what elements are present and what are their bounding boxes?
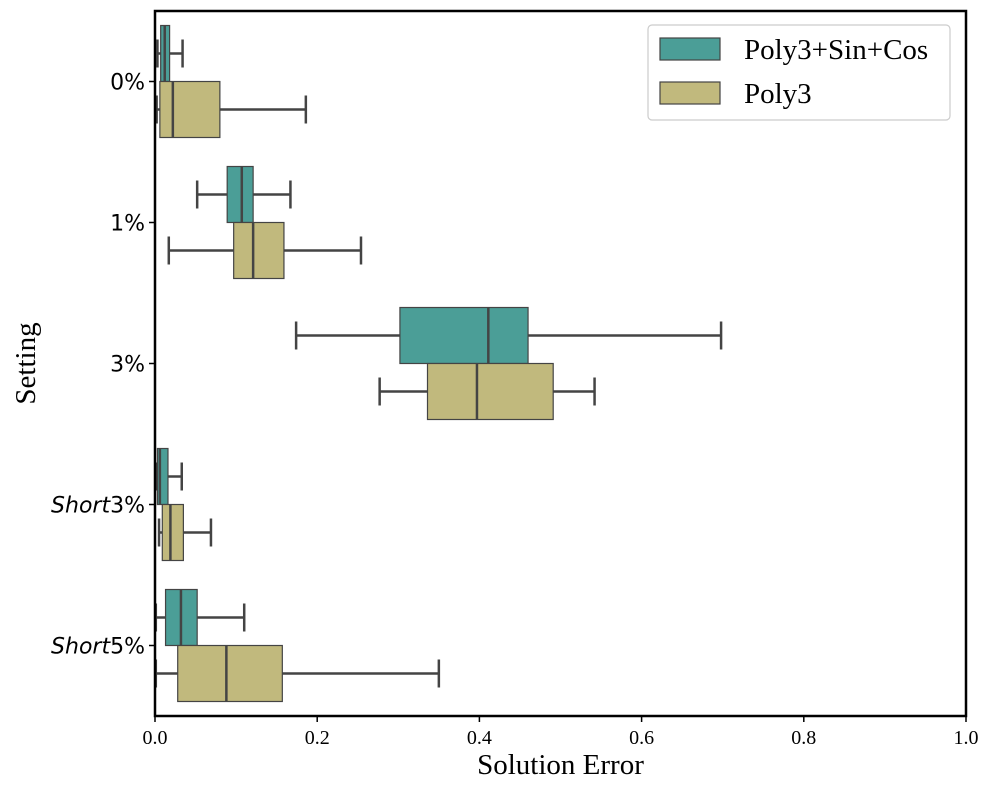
- legend-label: Poly3+Sin+Cos: [744, 34, 928, 66]
- legend-entry: Poly3+Sin+Cos: [659, 34, 928, 66]
- x-tick-label: 0.4: [467, 727, 492, 749]
- box-poly3-2: [378, 362, 596, 421]
- y-tick-label-value: 1%: [110, 212, 145, 237]
- legend-swatch: [659, 37, 721, 61]
- y-axis: 0%1%3%Short3%Short5%: [51, 71, 155, 660]
- x-axis-title: Solution Error: [477, 749, 644, 781]
- x-tick-label: 0.6: [629, 727, 654, 749]
- iqr-box: [426, 362, 554, 421]
- y-tick-label-value: 3%: [110, 494, 145, 519]
- plot-layer: [154, 24, 723, 703]
- box-poly3-sin-cos-1: [195, 165, 292, 224]
- x-tick-label: 0.0: [143, 727, 168, 749]
- box-poly3-sin-cos-4: [154, 588, 246, 647]
- y-tick-label: 3%: [110, 353, 145, 378]
- iqr-box: [399, 306, 529, 365]
- iqr-box: [161, 503, 184, 562]
- y-tick-label-value: 5%: [110, 635, 145, 660]
- box-poly3-1: [167, 221, 363, 280]
- iqr-box: [233, 221, 285, 280]
- iqr-box: [177, 644, 283, 703]
- legend-entry: Poly3: [659, 78, 812, 110]
- y-tick-label-italic: Short: [51, 494, 111, 519]
- y-tick-label-value: 3%: [110, 353, 145, 378]
- x-tick-label: 0.8: [791, 727, 816, 749]
- y-tick-label: Short3%: [51, 494, 145, 519]
- y-tick-label: 1%: [110, 212, 145, 237]
- box-poly3-4: [154, 644, 441, 703]
- legend-label: Poly3: [744, 78, 812, 110]
- iqr-box: [159, 80, 221, 139]
- legend-frame: [647, 24, 951, 121]
- iqr-box: [226, 165, 254, 224]
- y-tick-label-italic: Short: [51, 635, 111, 660]
- box-poly3-3: [157, 503, 213, 562]
- y-tick-label: 0%: [110, 71, 145, 96]
- box-poly3-sin-cos-3: [154, 447, 184, 506]
- box-poly3-0: [155, 80, 308, 139]
- x-axis: 0.0 0.2 0.4 0.6 0.8 1.0: [143, 716, 979, 749]
- box-poly3-sin-cos-0: [156, 24, 184, 83]
- x-tick-label: 0.2: [305, 727, 330, 749]
- legend: Poly3+Sin+Cos Poly3: [647, 24, 951, 121]
- y-tick-label: Short5%: [51, 635, 145, 660]
- x-tick-label: 1.0: [954, 727, 979, 749]
- y-tick-label-value: 0%: [110, 71, 145, 96]
- y-axis-title: Setting: [10, 322, 42, 404]
- box-poly3-sin-cos-2: [294, 306, 723, 365]
- legend-swatch: [659, 81, 721, 105]
